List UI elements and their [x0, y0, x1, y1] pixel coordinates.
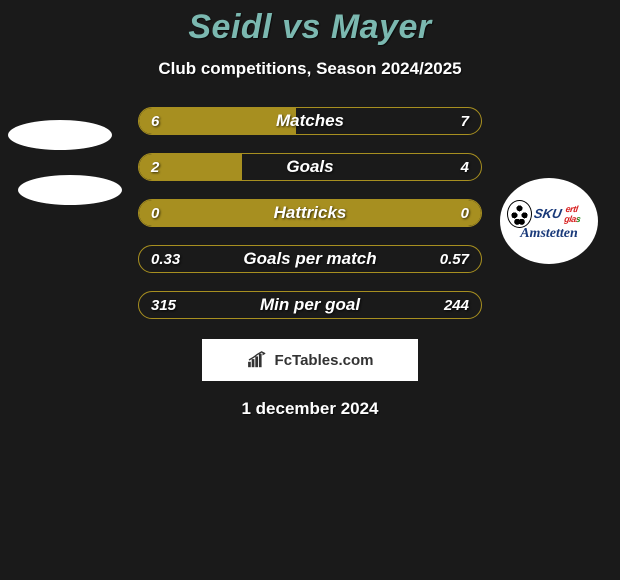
- bar-fill: [139, 200, 481, 226]
- bar-chart-icon: [247, 351, 269, 369]
- soccer-ball-icon: [507, 200, 532, 228]
- stat-value-right: 7: [461, 108, 469, 134]
- stat-label: Goals per match: [139, 246, 481, 272]
- date-label: 1 december 2024: [0, 399, 620, 419]
- stat-label: Min per goal: [139, 292, 481, 318]
- stat-row: 315 244Min per goal: [138, 291, 482, 319]
- comparison-infographic: Seidl vs Mayer Club competitions, Season…: [0, 0, 620, 580]
- crest-sku: SKU: [533, 209, 562, 219]
- stat-row: 67Matches: [138, 107, 482, 135]
- stat-value-left: 315: [151, 292, 176, 318]
- crest-town: Amstetten: [520, 226, 578, 242]
- crest-content: SKU ertl glas Amstetten: [507, 185, 591, 257]
- footer-label: FcTables.com: [275, 352, 374, 369]
- stat-value-right: 244: [444, 292, 469, 318]
- footer-attribution: FcTables.com: [202, 339, 418, 381]
- stat-value-right: 0.57: [440, 246, 469, 272]
- stat-value-left: 2: [151, 154, 159, 180]
- player-left-badge-1: [8, 120, 112, 150]
- player-right-club-crest: SKU ertl glas Amstetten: [500, 178, 598, 264]
- subtitle: Club competitions, Season 2024/2025: [0, 59, 620, 79]
- stat-value-left: 6: [151, 108, 159, 134]
- stat-value-right: 4: [461, 154, 469, 180]
- bar-fill-left: [139, 108, 296, 134]
- stat-value-left: 0: [151, 200, 159, 226]
- stat-value-right: 0: [461, 200, 469, 226]
- page-title: Seidl vs Mayer: [0, 0, 620, 47]
- stat-value-left: 0.33: [151, 246, 180, 272]
- stat-row: 0.33 0.57Goals per match: [138, 245, 482, 273]
- stat-row: 24Goals: [138, 153, 482, 181]
- stat-row: 00Hattricks: [138, 199, 482, 227]
- crest-tagline: ertl glas: [564, 204, 593, 224]
- player-left-badge-2: [18, 175, 122, 205]
